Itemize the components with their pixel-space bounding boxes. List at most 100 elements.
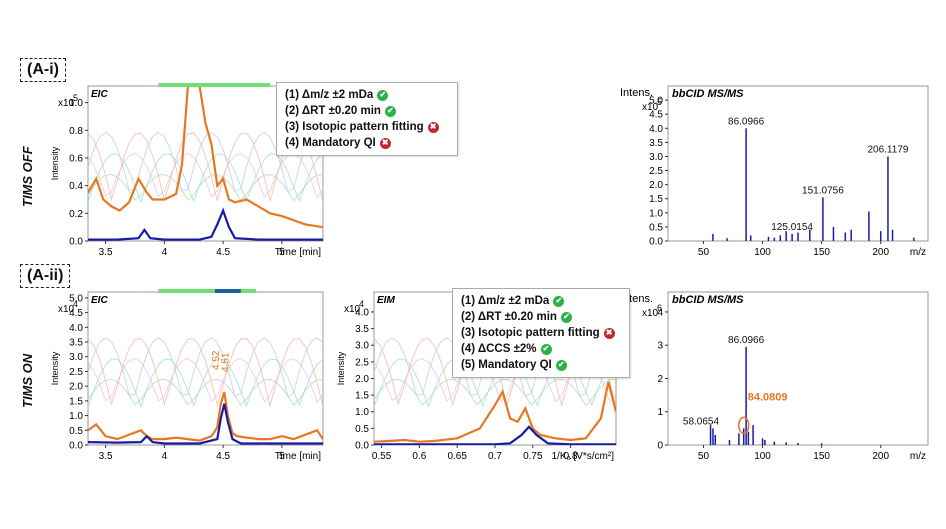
x-axis-label: m/z <box>910 247 926 258</box>
y-tick-label: 3.5 <box>69 338 83 349</box>
x-tick-label: 4.5 <box>216 451 230 462</box>
criterion-row: (2) ΔRT ±0.20 min ✔ <box>285 103 449 119</box>
y-tick-label: 4.5 <box>649 110 663 121</box>
panel-label-a-i: (A-i) <box>20 58 66 82</box>
criterion-row: (1) Δm/z ±2 mDa ✔ <box>461 293 621 309</box>
y-tick-label: 4.0 <box>649 124 663 135</box>
y-tick-label: 0.6 <box>69 153 83 164</box>
series-line-blue <box>88 207 323 241</box>
background-trace <box>87 358 324 404</box>
peak-label: 84.0809 <box>748 391 788 403</box>
y-multiplier: x10 <box>642 308 659 319</box>
panel-label-a-ii: (A-ii) <box>20 264 71 288</box>
peak-annotation: 4.51 <box>220 352 231 372</box>
chart-ms_off: 0.0 0.5 1.0 1.5 2.0 2.5 3.0 3.5 4.0 4.5 5.0 50 100 15… <box>620 85 929 258</box>
check-circle-icon: ✔ <box>553 295 565 307</box>
y-tick-label: 1.0 <box>69 98 83 109</box>
criterion-text: (5) Mandatory QI <box>461 359 552 371</box>
x-axis-label: m/z <box>910 451 926 462</box>
y-tick-label: 0.5 <box>69 426 83 437</box>
y-tick-label: 2.5 <box>649 166 663 177</box>
y-tick-label: 2 <box>657 374 663 385</box>
series-line-orange <box>374 381 616 443</box>
y-tick-label: 4.0 <box>355 307 369 318</box>
x-tick-label: 200 <box>872 247 889 258</box>
y-tick-label: 3.0 <box>69 352 83 363</box>
series-line-blue <box>88 403 323 445</box>
y-multiplier-exponent: 6 <box>657 303 662 313</box>
y-tick-label: 0.0 <box>649 237 663 248</box>
y-tick-label: 3 <box>657 341 663 352</box>
criterion-row: (4) Mandatory QI ✖ <box>285 135 449 151</box>
y-multiplier-exponent: 4 <box>73 299 78 309</box>
highlight-circle <box>737 416 750 435</box>
background-trace <box>87 337 324 398</box>
y-axis-label: Intens. <box>620 87 653 99</box>
rt-window-bar-segment <box>214 289 241 293</box>
criterion-text: (1) Δm/z ±2 mDa <box>461 295 550 307</box>
y-multiplier-exponent: 4 <box>359 299 364 309</box>
y-tick-label: 2.0 <box>649 180 663 191</box>
background-trace <box>87 358 324 408</box>
x-tick-label: 4 <box>162 451 168 462</box>
rt-window-bar <box>158 289 257 293</box>
y-tick-label: 2.0 <box>355 374 369 385</box>
rt-window-bar <box>158 83 271 87</box>
x-tick-label: 100 <box>754 247 771 258</box>
x-tick-label: 5 <box>279 451 285 462</box>
series-line-orange <box>88 391 323 442</box>
x-tick-label: 4.5 <box>216 247 230 258</box>
criterion-row: (3) Isotopic pattern fitting ✖ <box>461 325 621 341</box>
x-tick-label: 0.7 <box>488 451 502 462</box>
y-tick-label: 3.5 <box>355 324 369 335</box>
check-circle-icon: ✔ <box>377 89 389 101</box>
x-tick-label: 3.5 <box>99 247 113 258</box>
criterion-row: (3) Isotopic pattern fitting ✖ <box>285 119 449 135</box>
background-trace <box>87 131 324 193</box>
peak-label: 86.0966 <box>728 116 765 127</box>
criterion-text: (4) ΔCCS ±2% <box>461 343 537 355</box>
x-tick-label: 0.55 <box>372 451 392 462</box>
y-tick-label: 3.5 <box>649 138 663 149</box>
criterion-row: (2) ΔRT ±0.20 min ✔ <box>461 309 621 325</box>
peak-annotation: 4.52 <box>211 350 222 370</box>
check-circle-icon: ✔ <box>560 311 572 323</box>
y-tick-label: 0.0 <box>69 441 83 452</box>
chart-title: EIM <box>377 295 395 306</box>
y-multiplier: x10 <box>642 102 659 113</box>
x-tick-label: 0.65 <box>447 451 467 462</box>
criterion-text: (3) Isotopic pattern fitting <box>461 327 600 339</box>
x-tick-label: 200 <box>872 451 889 462</box>
y-tick-label: 0.0 <box>355 441 369 452</box>
background-trace <box>87 153 324 204</box>
y-tick-label: 1.0 <box>649 208 663 219</box>
chart-title: EIC <box>91 89 108 100</box>
y-tick-label: 2.5 <box>355 357 369 368</box>
y-axis-label: Intensity <box>50 351 60 385</box>
y-tick-label: 0.4 <box>69 181 83 192</box>
y-tick-label: 1.5 <box>649 194 663 205</box>
y-tick-label: 4.5 <box>69 308 83 319</box>
x-tick-label: 3.5 <box>99 451 113 462</box>
y-multiplier: x10 <box>58 98 75 109</box>
check-circle-icon: ✔ <box>384 105 396 117</box>
criterion-row: (5) Mandatory QI ✔ <box>461 357 621 373</box>
y-tick-label: 4 <box>657 307 663 318</box>
y-tick-label: 0.8 <box>69 126 83 137</box>
background-trace <box>87 152 324 199</box>
check-circle-icon: ✔ <box>555 359 567 371</box>
y-tick-label: 1.5 <box>355 391 369 402</box>
y-multiplier-exponent: 5 <box>73 93 78 103</box>
criterion-row: (4) ΔCCS ±2% ✔ <box>461 341 621 357</box>
series-line-blue <box>374 425 616 445</box>
y-tick-label: 5.0 <box>69 293 83 304</box>
series-line-orange <box>88 86 323 229</box>
peak-label: 206.1179 <box>867 144 908 155</box>
x-tick-label: 100 <box>754 451 771 462</box>
x-axis-label: Time [min] <box>275 451 322 462</box>
background-trace <box>87 338 324 408</box>
x-tick-label: 4 <box>162 247 168 258</box>
